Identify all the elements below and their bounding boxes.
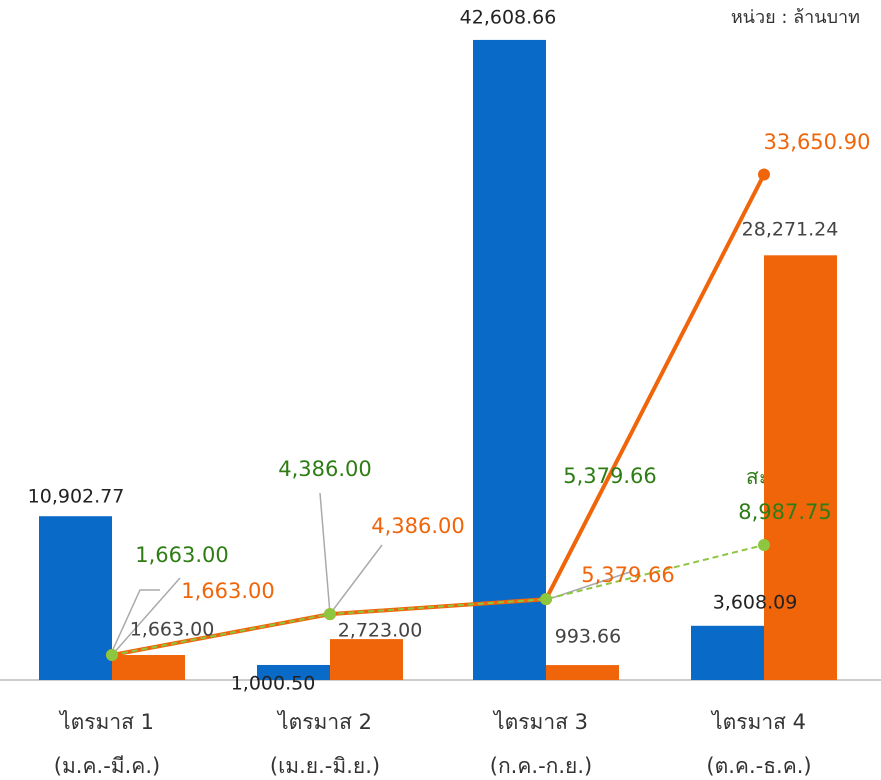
data-label: 1,663.00 xyxy=(130,619,215,641)
bar xyxy=(764,255,837,680)
data-label: 8,987.75 xyxy=(738,500,832,524)
x-tick-label: ไตรมาส 3 xyxy=(492,710,588,734)
bar xyxy=(330,639,403,680)
x-tick-label: (ก.ค.-ก.ย.) xyxy=(490,754,592,778)
data-label: 2,723.00 xyxy=(338,620,423,642)
bar xyxy=(473,39,546,681)
leader-line xyxy=(109,589,160,657)
data-label: 10,902.77 xyxy=(28,486,125,508)
data-label: 1,663.00 xyxy=(135,543,229,567)
line-point xyxy=(324,608,336,621)
data-label: 5,379.66 xyxy=(563,464,657,488)
data-label: 28,271.24 xyxy=(742,219,839,241)
bar xyxy=(257,664,330,680)
x-tick-label: (ม.ค.-มี.ค.) xyxy=(54,754,160,778)
line-point xyxy=(758,538,770,551)
unit-label: หน่วย : ล้านบาท xyxy=(731,7,860,28)
data-label: 993.66 xyxy=(555,626,621,648)
data-label: 4,386.00 xyxy=(371,514,465,538)
data-label: 1,000.50 xyxy=(231,673,316,695)
bar xyxy=(546,665,619,680)
line-point xyxy=(106,649,118,662)
data-label: 1,663.00 xyxy=(181,579,275,603)
x-tick-label: (เม.ย.-มิ.ย.) xyxy=(270,754,380,778)
line-point xyxy=(758,168,770,181)
x-tick-label: ไตรมาส 4 xyxy=(710,710,806,734)
leader-line xyxy=(111,577,181,656)
x-tick-label: (ต.ค.-ธ.ค.) xyxy=(706,754,811,778)
data-label: 33,650.90 xyxy=(764,130,871,154)
data-label: 42,608.66 xyxy=(460,7,557,29)
bar xyxy=(112,655,185,680)
bar xyxy=(691,625,764,680)
data-label: 5,379.66 xyxy=(581,563,675,587)
x-tick-label: ไตรมาส 2 xyxy=(276,710,372,734)
data-label: 4,386.00 xyxy=(278,457,372,481)
bar xyxy=(39,516,112,680)
data-label: 3,608.09 xyxy=(713,592,798,614)
line xyxy=(111,544,765,657)
line-point xyxy=(540,593,552,606)
leader-line xyxy=(329,544,383,615)
x-tick-label: ไตรมาส 1 xyxy=(58,710,154,734)
leader-line xyxy=(319,492,331,615)
